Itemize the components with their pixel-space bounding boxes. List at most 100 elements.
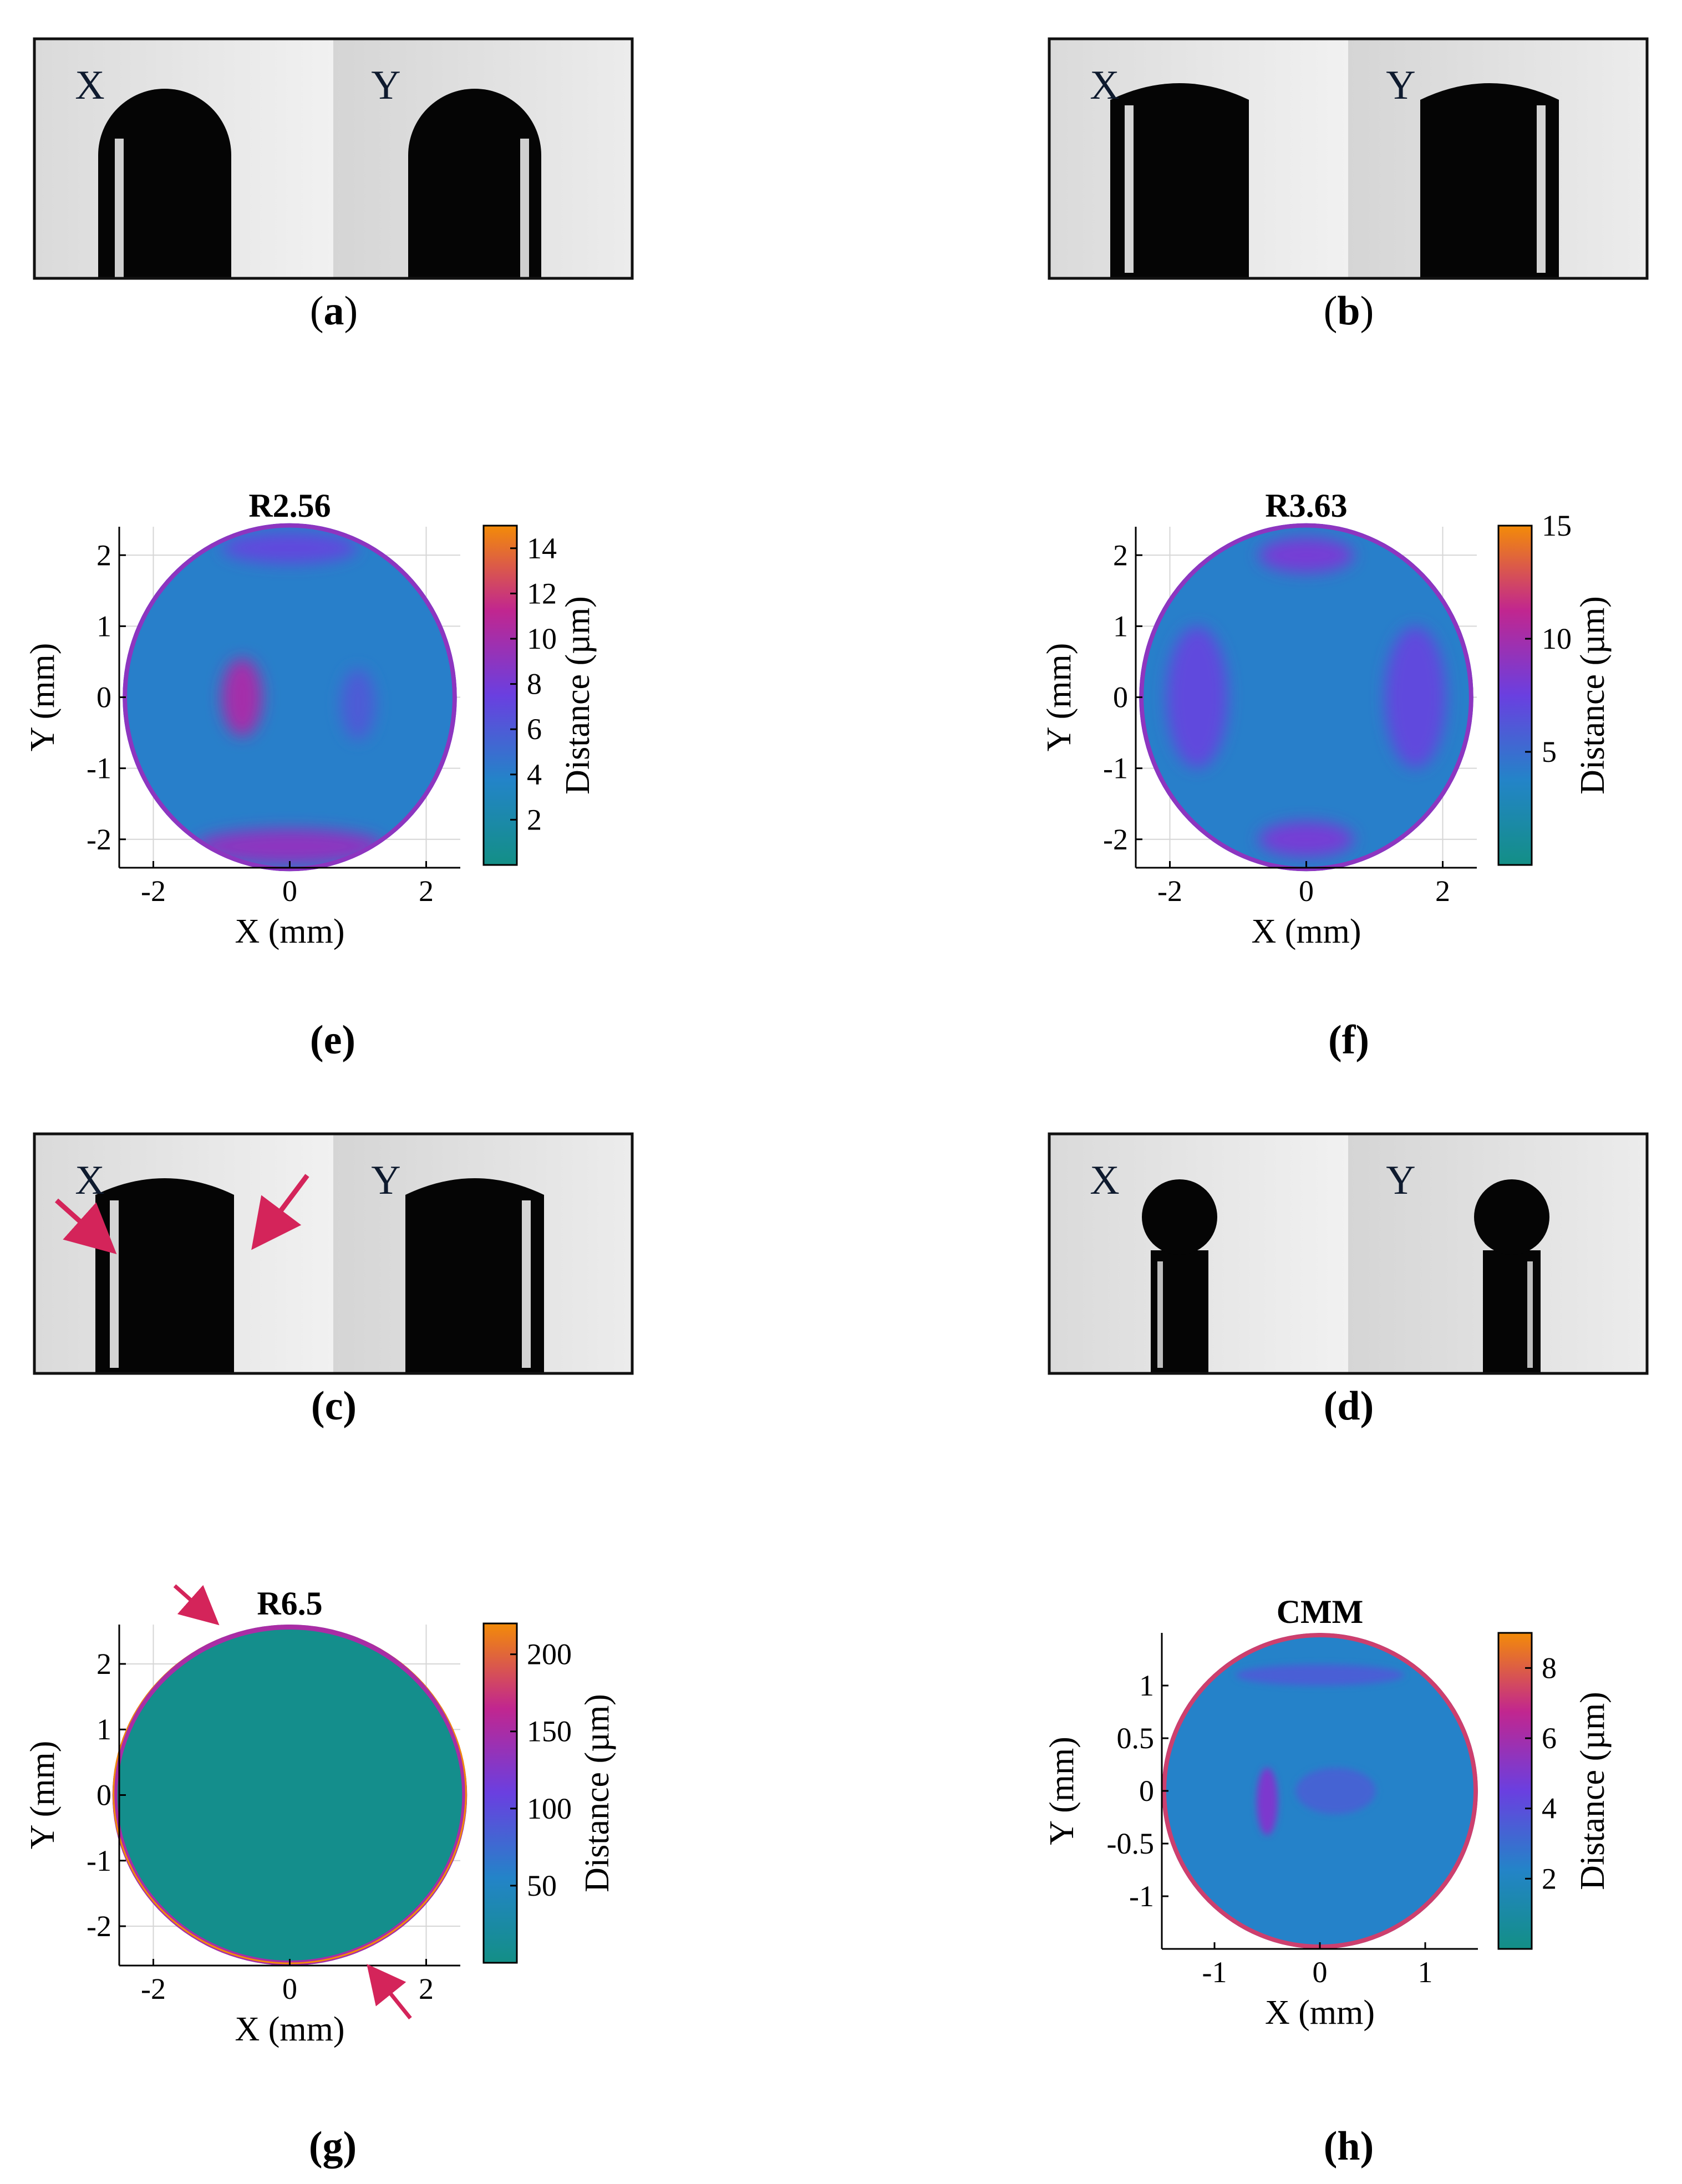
- photo-label-x: X: [75, 1158, 104, 1203]
- map-feature-arc-top: [1236, 1664, 1404, 1686]
- arrow-pointer-right: [251, 1174, 309, 1250]
- y-tick-label: 0: [96, 681, 111, 714]
- photo-label-y: Y: [371, 1158, 400, 1203]
- distance-map: [112, 1625, 467, 1966]
- colorbar-tick-label: 5: [1542, 735, 1557, 768]
- photo-frame: [1048, 1132, 1649, 1375]
- map-feature-lobe-left: [1166, 626, 1228, 768]
- panel-caption-g: (g): [309, 2124, 357, 2169]
- distance-map: [1162, 1633, 1478, 1949]
- photo-label-x: X: [1090, 1158, 1119, 1203]
- x-tick-label: 2: [1435, 874, 1450, 908]
- reflection-stripe: [115, 139, 124, 278]
- reflection-stripe: [520, 139, 529, 278]
- y-tick-label: 1: [1139, 1669, 1154, 1702]
- map-feature-lobe-right: [1384, 626, 1446, 768]
- colorbar-tick-label: 200: [527, 1638, 572, 1671]
- reflection-stripe: [1125, 105, 1134, 273]
- colorbar-label: Distance (µm): [1574, 1692, 1612, 1890]
- y-tick-label: -2: [1103, 823, 1128, 856]
- heatmap-panel-h: -1 0 1 1 0.5 0 -0.5 -1 X (mm) Y (mm) CMM 8 6 4 2 Distan…: [1043, 1594, 1612, 2169]
- y-tick-label: -1: [87, 1844, 111, 1877]
- x-tick-label: 0: [282, 1972, 297, 2005]
- colorbar-tick-label: 8: [1542, 1651, 1557, 1684]
- heatmap-panel-g: -2 0 2 2 1 0 -1 -2 X (mm) Y (mm) R6.5 200 150 100 50 Di…: [24, 1584, 616, 2169]
- y-tick-label: 2: [96, 538, 111, 572]
- x-axis-label: X (mm): [235, 2010, 344, 2048]
- colorbar: [482, 525, 518, 866]
- x-tick-label: -1: [1202, 1956, 1227, 1989]
- x-tick-label: -2: [1157, 874, 1182, 908]
- y-tick-label: -2: [87, 823, 111, 856]
- photo-panels: X Y (a) X Y (b) X Y (c) X Y (d): [33, 37, 1649, 1429]
- probe-silhouette: [405, 1178, 544, 1373]
- x-axis-label: X (mm): [235, 913, 344, 950]
- reflection-stripe: [522, 1200, 531, 1368]
- arrow-pointer-left: [54, 1198, 117, 1255]
- colorbar-tick-label: 10: [527, 622, 557, 655]
- photo-frame: [1048, 37, 1649, 280]
- photo-label-x: X: [1090, 63, 1119, 108]
- arrow-pointer-top: [173, 1584, 220, 1626]
- colorbar: [1497, 525, 1533, 866]
- colorbar-tick-label: 4: [527, 758, 542, 791]
- x-tick-label: 0: [282, 874, 297, 908]
- distance-map: [123, 523, 457, 872]
- map-feature-crescent-left: [221, 658, 263, 736]
- photo-frame: [33, 1132, 634, 1375]
- reflection-stripe: [110, 1200, 119, 1368]
- colorbar-tick-label: 15: [1542, 509, 1572, 542]
- reflection-stripe: [1537, 105, 1546, 273]
- map-feature-lobe-top: [1258, 537, 1354, 573]
- y-tick-label: 0: [96, 1779, 111, 1812]
- x-axis-label: X (mm): [1251, 913, 1361, 950]
- y-tick-label: 1: [96, 1713, 111, 1746]
- x-tick-label: 0: [1313, 1956, 1328, 1989]
- reflection-stripe: [1527, 1261, 1533, 1368]
- panel-caption-h: (h): [1324, 2124, 1374, 2169]
- map-feature-band-bottom: [194, 828, 385, 864]
- chart-title: R6.5: [257, 1585, 322, 1622]
- colorbar-label: Distance (µm): [559, 596, 597, 795]
- panel-caption-e: (e): [310, 1017, 355, 1063]
- colorbar-tick-label: 100: [527, 1792, 572, 1825]
- y-axis-label: Y (mm): [24, 643, 62, 752]
- colorbar-tick-label: 8: [527, 668, 542, 701]
- photo-frame: [33, 37, 634, 280]
- colorbar: [482, 1622, 518, 1964]
- map-feature-spot-center: [1295, 1768, 1376, 1814]
- y-tick-label: 2: [1113, 538, 1128, 572]
- probe-ball: [1142, 1179, 1217, 1255]
- colorbar-tick-label: 6: [527, 712, 542, 746]
- probe-silhouette: [1110, 83, 1249, 278]
- y-tick-label: 0.5: [1117, 1722, 1155, 1755]
- y-tick-label: -1: [87, 752, 111, 785]
- x-tick-label: 2: [419, 1972, 434, 2005]
- x-tick-label: 1: [1418, 1956, 1433, 1989]
- panel-caption-c: (c): [311, 1383, 357, 1429]
- colorbar-tick-label: 150: [527, 1715, 572, 1748]
- photo-label-y: Y: [1386, 1158, 1415, 1203]
- map-feature-band-top: [221, 532, 358, 564]
- x-tick-label: -2: [141, 1972, 166, 2005]
- y-tick-label: 1: [1113, 609, 1128, 643]
- x-tick-label: -2: [141, 874, 166, 908]
- photo-panel-c: X Y (c): [33, 1132, 634, 1429]
- y-axis-label: Y (mm): [24, 1741, 62, 1850]
- x-axis-label: X (mm): [1265, 1994, 1375, 2032]
- probe-ball: [1474, 1179, 1549, 1255]
- colorbar-label: Distance (µm): [578, 1694, 616, 1892]
- panel-caption-a: (a): [310, 288, 358, 334]
- y-tick-label: 0: [1113, 681, 1128, 714]
- y-axis-label: Y (mm): [1040, 643, 1078, 752]
- x-tick-label: 2: [419, 874, 434, 908]
- colorbar-tick-label: 4: [1542, 1792, 1557, 1825]
- arrow-pointer-bottom: [367, 1964, 412, 2020]
- y-tick-label: -1: [1103, 752, 1128, 785]
- y-tick-label: -0.5: [1107, 1827, 1154, 1860]
- map-feature-crescent-left: [1257, 1768, 1278, 1835]
- colorbar: [1497, 1632, 1533, 1950]
- panel-caption-b: (b): [1324, 288, 1374, 334]
